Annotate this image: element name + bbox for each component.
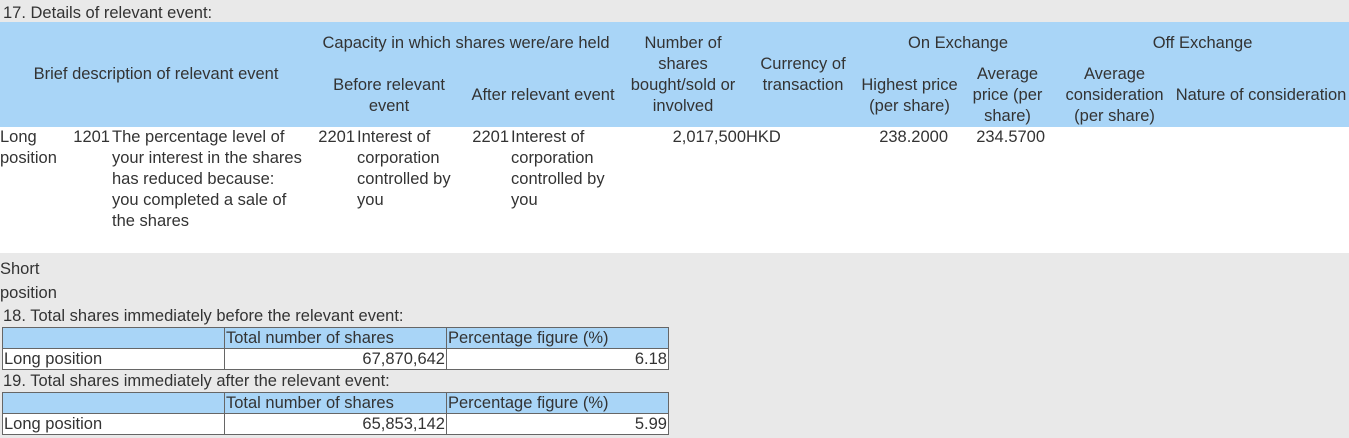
shares-before-header: Total number of shares Percentage figure… (2, 327, 669, 349)
shares-after-pct: 5.99 (446, 413, 669, 435)
after-capacity-code: 2201 (472, 128, 510, 146)
section-18: 18. Total shares immediately before the … (0, 305, 1349, 370)
section-19-title: 19. Total shares immediately after the r… (3, 372, 390, 390)
event-description-line-1: The percentage level of your interest in… (112, 128, 302, 188)
currency-value: HKD (746, 128, 781, 146)
section-17-title: 17. Details of relevant event: (0, 0, 1349, 22)
event-description: The percentage level of your interest in… (112, 127, 312, 253)
shares-after-row-label: Long position (2, 413, 225, 435)
event-description-line-2: you completed a sale of the shares (112, 191, 287, 230)
shares-before-row-label: Long position (2, 348, 225, 370)
nature-of-consideration-value (1173, 127, 1349, 253)
header-on-exchange: On Exchange (860, 22, 1057, 64)
header-before-event: Before relevant event (312, 64, 467, 127)
header-nature-of-consideration: Nature of consideration (1173, 64, 1349, 127)
number-of-shares-value: 2,017,500 (672, 128, 747, 146)
header-average-price: Average price (per share) (959, 64, 1057, 127)
header-currency: Currency of transaction (746, 22, 861, 127)
short-position-row: Short position (0, 253, 1349, 305)
average-consideration-value (1056, 127, 1173, 253)
relevant-event-table: Brief description of relevant event Capa… (0, 22, 1349, 305)
header-average-consideration: Average consideration (per share) (1056, 64, 1174, 127)
shares-after-table: Total number of shares Percentage figure… (2, 392, 669, 435)
highest-price-value: 238.2000 (879, 128, 949, 146)
section-19: 19. Total shares immediately after the r… (0, 370, 1349, 435)
header-row-1: Brief description of relevant event Capa… (0, 22, 1349, 127)
header-highest-price: Highest price (per share) (860, 64, 960, 127)
before-capacity: Interest of corporation controlled by yo… (357, 128, 451, 209)
average-price-value: 234.5700 (976, 128, 1046, 146)
shares-before-col-pct: Percentage figure (%) (446, 327, 669, 349)
shares-before-table: Total number of shares Percentage figure… (2, 327, 669, 370)
shares-after-col-pct: Percentage figure (%) (446, 392, 669, 414)
header-after-event: After relevant event (466, 64, 621, 127)
shares-before-long-row: Long position 67,870,642 6.18 (2, 348, 669, 370)
header-row-2: Before relevant event After relevant eve… (0, 64, 1349, 127)
shares-after-col-total: Total number of shares (224, 392, 447, 414)
header-number-of-shares: Number of shares bought/sold or involved (620, 22, 747, 127)
before-capacity-code: 2201 (318, 128, 356, 146)
section-18-title: 18. Total shares immediately before the … (3, 307, 404, 325)
shares-before-total: 67,870,642 (224, 348, 447, 370)
event-code: 1201 (73, 128, 110, 146)
short-position-label: Short position (0, 260, 57, 302)
long-position-label: Long position (0, 128, 57, 167)
shares-after-total: 65,853,142 (224, 413, 447, 435)
after-capacity: Interest of corporation controlled by yo… (511, 128, 605, 209)
shares-after-header: Total number of shares Percentage figure… (2, 392, 669, 414)
header-capacity: Capacity in which shares were/are held (312, 22, 621, 64)
header-brief-description: Brief description of relevant event (0, 22, 313, 127)
shares-after-long-row: Long position 65,853,142 5.99 (2, 413, 669, 435)
shares-before-col-total: Total number of shares (224, 327, 447, 349)
long-position-row: Long position 1201 The percentage level … (0, 127, 1349, 253)
header-off-exchange: Off Exchange (1056, 22, 1349, 64)
shares-before-pct: 6.18 (446, 348, 669, 370)
